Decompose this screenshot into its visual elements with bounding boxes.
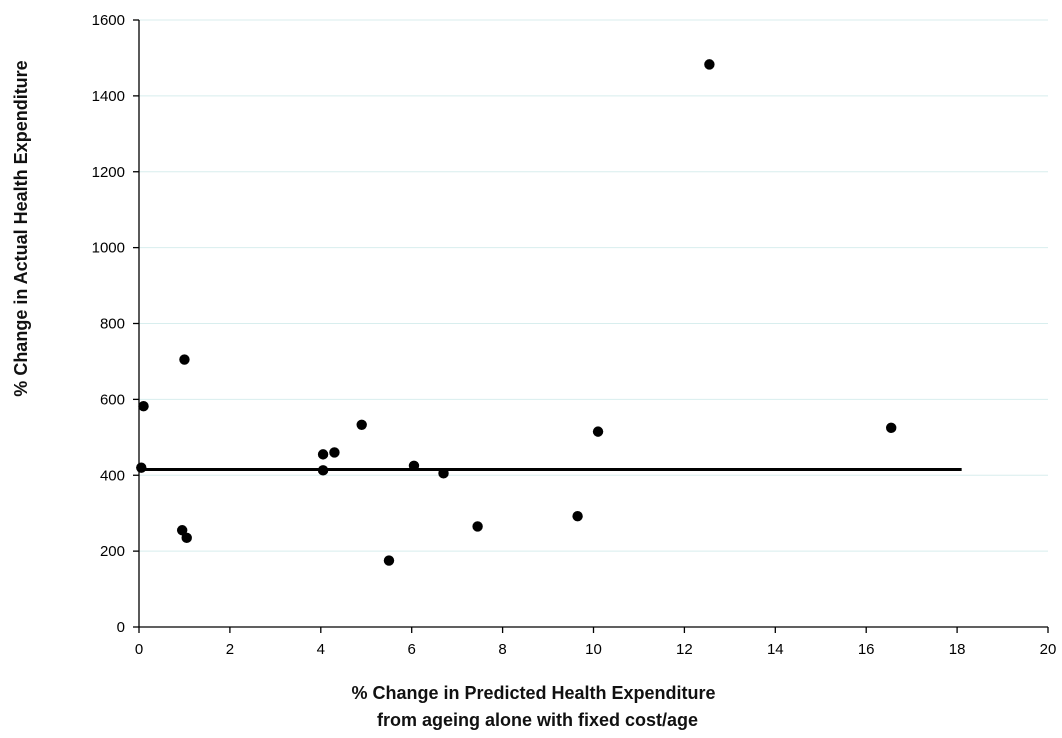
data-point [179, 354, 190, 365]
x-tick-label: 12 [676, 641, 693, 658]
data-point [176, 525, 188, 536]
x-tick-label: 6 [408, 641, 416, 658]
data-point [572, 511, 583, 522]
data-point [136, 462, 147, 473]
x-tick-label: 4 [317, 641, 325, 658]
data-point [356, 419, 367, 430]
data-point [329, 447, 340, 458]
x-tick-label: 10 [585, 641, 602, 658]
x-tick-label: 18 [949, 641, 966, 658]
data-points [136, 59, 897, 566]
data-point [438, 468, 449, 479]
x-tick-label: 2 [226, 641, 234, 658]
data-point [408, 460, 420, 471]
x-axis-ticks: 0 2 4 6 8 10 12 14 16 18 20 [135, 627, 1057, 658]
data-point [317, 465, 329, 476]
x-tick-label: 20 [1040, 641, 1057, 658]
y-tick-label: 200 [100, 543, 125, 560]
y-axis-ticks: 0 200 400 600 800 1000 1200 1400 1600 [92, 12, 139, 636]
y-tick-label: 400 [100, 467, 125, 484]
x-axis-title-line-1: % Change in Predicted Health Expenditure [351, 683, 715, 703]
x-tick-label: 16 [858, 641, 875, 658]
y-tick-label: 1400 [92, 88, 125, 105]
y-tick-label: 1600 [92, 12, 125, 29]
x-axis-title-line-2: from ageing alone with fixed cost/age [377, 710, 698, 730]
x-tick-label: 8 [498, 641, 506, 658]
data-point [885, 422, 897, 434]
y-tick-label: 800 [100, 316, 125, 333]
data-point [138, 401, 149, 412]
y-axis-title: % Change in Actual Health Expenditure [11, 60, 31, 396]
data-point [472, 521, 483, 532]
x-tick-label: 14 [767, 641, 784, 658]
data-point [181, 532, 192, 544]
data-point [317, 449, 329, 460]
gridlines [139, 19, 1048, 552]
x-tick-label: 0 [135, 641, 143, 658]
data-point [383, 555, 395, 566]
y-tick-label: 1200 [92, 164, 125, 181]
y-tick-label: 0 [117, 619, 125, 636]
data-point [592, 426, 604, 437]
y-tick-label: 600 [100, 391, 125, 408]
data-point [704, 59, 715, 70]
y-tick-label: 1000 [92, 240, 125, 257]
